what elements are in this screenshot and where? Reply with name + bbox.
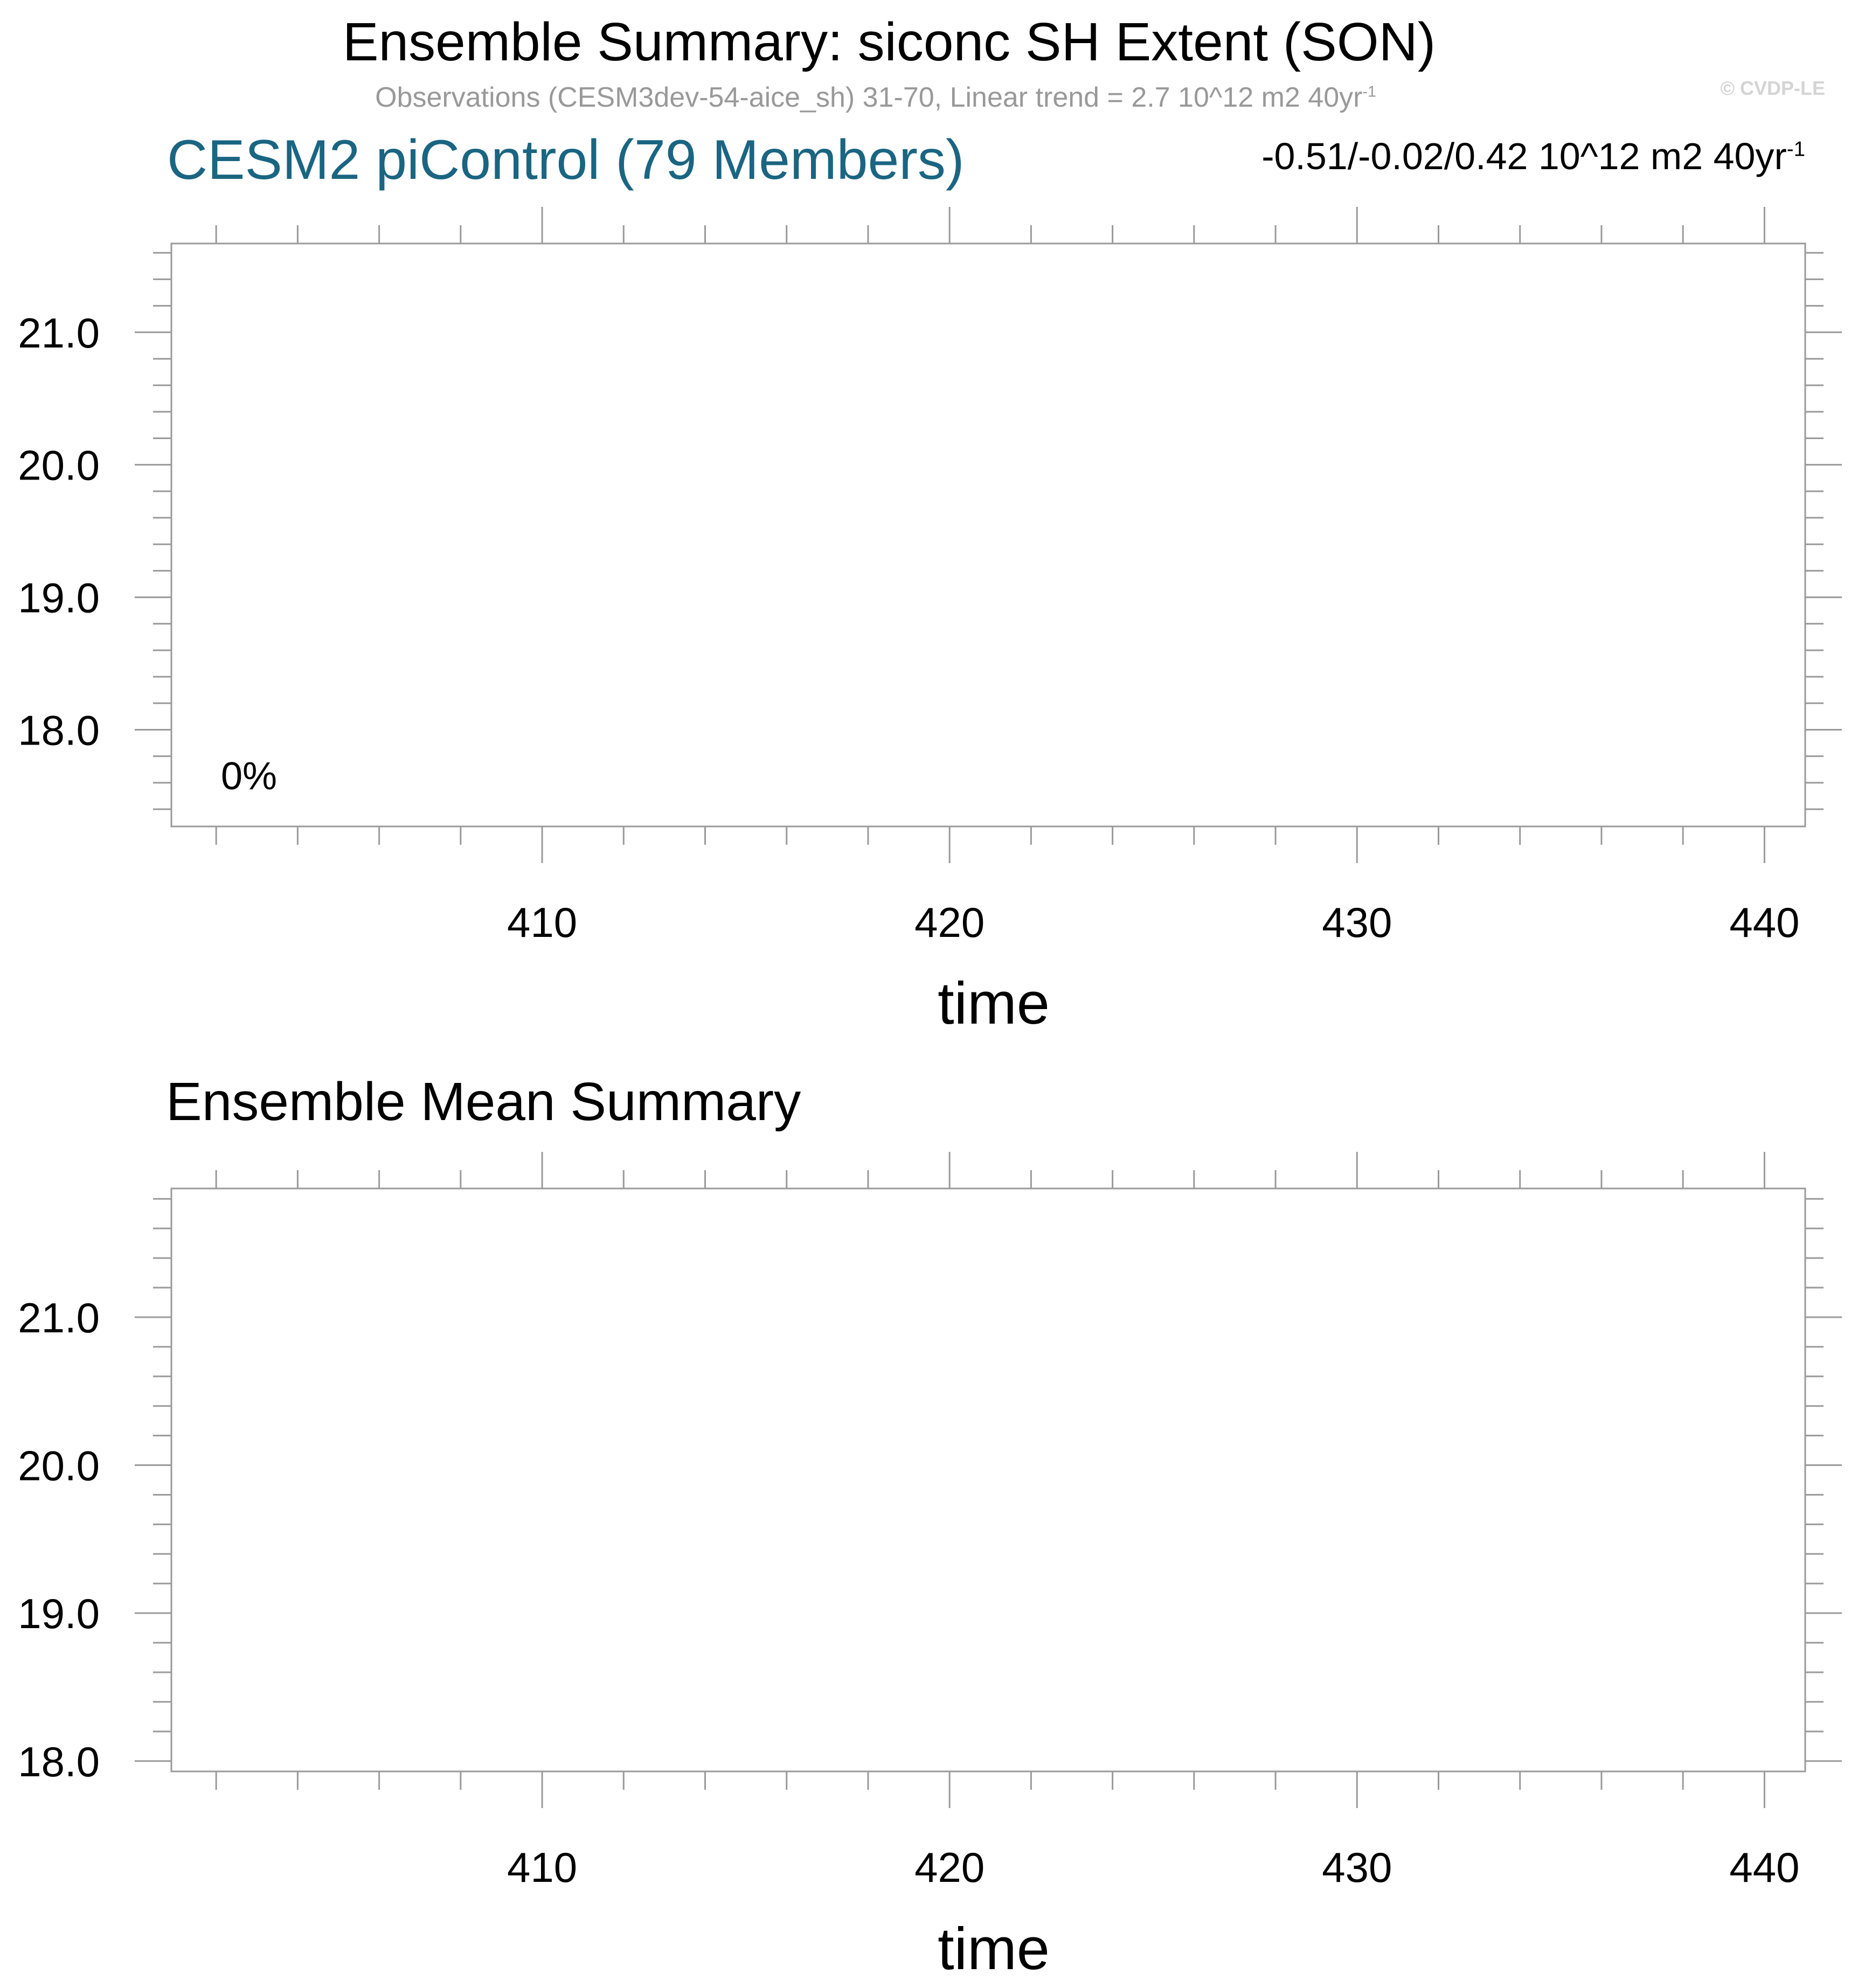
panel-top-title: CESM2 piControl (79 Members): [167, 129, 965, 191]
x-tick-label-bottom-440: 440: [1729, 1844, 1799, 1891]
y-tick-label-top-20.0: 20.0: [18, 442, 100, 489]
subtitle-text: Observations (CESM3dev-54-aice_sh) 31-70…: [375, 82, 1363, 113]
panel-bottom-title: Ensemble Mean Summary: [166, 1072, 801, 1132]
y-tick-label-top-19.0: 19.0: [18, 574, 100, 622]
x-axis-title-bottom: time: [938, 1916, 1050, 1982]
y-tick-label-top-21.0: 21.0: [18, 309, 100, 357]
x-tick-label-bottom-430: 430: [1322, 1844, 1392, 1891]
trend-stats: -0.51/-0.02/0.42 10^12 m2 40yr-1: [1261, 132, 1805, 180]
x-axis-title-top: time: [938, 970, 1050, 1037]
y-tick-label-bottom-21.0: 21.0: [18, 1294, 100, 1341]
watermark: © CVDP-LE: [1720, 77, 1825, 99]
y-tick-label-bottom-18.0: 18.0: [18, 1738, 100, 1785]
y-tick-label-top-18.0: 18.0: [18, 706, 100, 754]
plot-frame-bottom: [170, 1187, 1806, 1772]
x-tick-label-bottom-420: 420: [914, 1844, 985, 1891]
x-tick-label-top-440: 440: [1729, 899, 1799, 946]
x-tick-label-top-420: 420: [914, 899, 985, 946]
plot-frame-top: [170, 242, 1806, 828]
y-tick-label-bottom-20.0: 20.0: [18, 1442, 100, 1490]
x-tick-label-top-410: 410: [507, 899, 577, 946]
trend-stats-exponent: -1: [1786, 137, 1805, 161]
x-tick-label-top-430: 430: [1322, 899, 1392, 946]
main-title: Ensemble Summary: siconc SH Extent (SON): [342, 12, 1436, 72]
x-tick-label-bottom-410: 410: [507, 1844, 577, 1891]
trend-stats-text: -0.51/-0.02/0.42 10^12 m2 40yr: [1261, 135, 1787, 177]
y-tick-label-bottom-19.0: 19.0: [18, 1590, 100, 1637]
plot-annotation-top-0: 0%: [221, 755, 277, 798]
subtitle-exponent: -1: [1362, 83, 1376, 101]
subtitle: Observations (CESM3dev-54-aice_sh) 31-70…: [0, 81, 1751, 114]
